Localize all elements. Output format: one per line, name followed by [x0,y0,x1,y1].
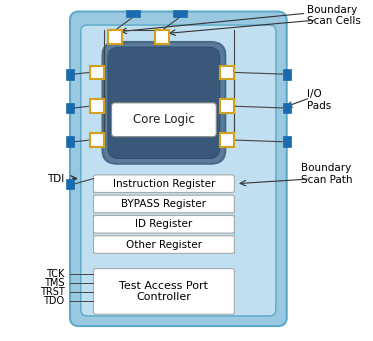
FancyBboxPatch shape [94,269,234,314]
FancyBboxPatch shape [90,66,104,79]
Bar [126,10,140,17]
Bar [66,69,74,79]
Text: TCK: TCK [46,269,65,279]
FancyBboxPatch shape [155,30,169,44]
Bar [283,69,291,79]
Bar [66,136,74,147]
Text: BYPASS Register: BYPASS Register [121,199,206,209]
Text: Test Access Port
Controller: Test Access Port Controller [119,281,209,302]
Text: Other Register: Other Register [126,240,202,250]
FancyBboxPatch shape [81,25,276,316]
FancyBboxPatch shape [112,103,216,137]
FancyBboxPatch shape [90,100,104,113]
FancyBboxPatch shape [103,42,225,164]
Bar [173,10,187,17]
Text: TRST: TRST [40,287,65,297]
Text: TDO: TDO [44,296,65,306]
FancyBboxPatch shape [220,100,234,113]
Text: Core Logic: Core Logic [133,113,195,126]
Bar [283,103,291,113]
Text: ID Register: ID Register [135,219,192,229]
Text: Boundary
Scan Cells: Boundary Scan Cells [307,5,360,26]
Text: I/O
Pads: I/O Pads [307,89,331,111]
Text: Boundary
Scan Path: Boundary Scan Path [301,163,352,185]
FancyBboxPatch shape [108,30,122,44]
FancyBboxPatch shape [70,12,287,326]
Text: TMS: TMS [44,278,65,288]
FancyBboxPatch shape [94,175,234,192]
Bar [66,179,74,190]
FancyBboxPatch shape [94,236,234,253]
Text: TDI: TDI [47,174,65,183]
FancyBboxPatch shape [90,133,104,147]
Bar [66,103,74,113]
FancyBboxPatch shape [94,195,234,213]
FancyBboxPatch shape [94,216,234,233]
Text: Instruction Register: Instruction Register [113,179,215,189]
FancyBboxPatch shape [108,47,220,159]
FancyBboxPatch shape [220,66,234,79]
FancyBboxPatch shape [220,133,234,147]
Bar [283,136,291,147]
